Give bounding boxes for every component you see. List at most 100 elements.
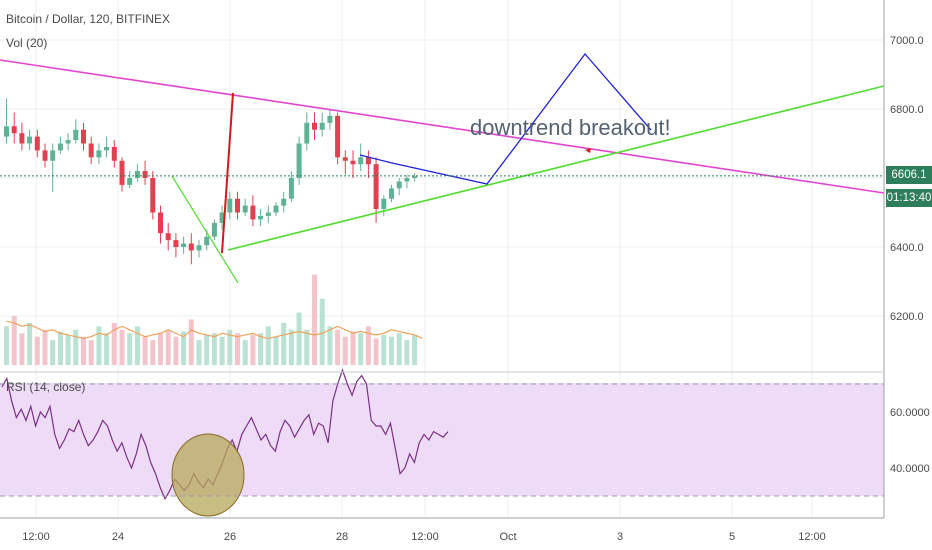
volume-bar	[88, 340, 94, 365]
candle-body	[258, 215, 264, 220]
volume-bar	[150, 340, 156, 365]
candle-body	[312, 122, 317, 130]
time-tick-label: 28	[336, 531, 348, 543]
volume-bar	[265, 326, 271, 365]
volume-bar	[4, 326, 9, 365]
rsi-tick-label: 60.0000	[890, 407, 930, 419]
candle-body	[96, 150, 102, 158]
volume-bar	[211, 333, 217, 365]
price-tick-label: 6200.0	[890, 311, 924, 323]
volume-bar	[404, 340, 410, 365]
candle-body	[319, 122, 325, 130]
time-tick-label: 12:00	[798, 531, 826, 543]
volume-bar	[288, 329, 294, 365]
volume-bar	[312, 274, 317, 365]
candle-body	[273, 205, 279, 213]
candle-body	[142, 171, 148, 178]
candle-body	[250, 205, 256, 220]
volume-bar	[65, 334, 71, 365]
candle-body	[296, 143, 302, 178]
support-trendline	[227, 85, 885, 251]
candle-body	[342, 157, 348, 161]
candle-body	[365, 157, 371, 165]
oversold-highlight-circle	[171, 433, 245, 517]
volume-bar	[281, 322, 287, 365]
volume-bar	[50, 340, 56, 365]
rsi-label: RSI (14, close)	[6, 380, 86, 394]
candle-body	[265, 212, 271, 216]
volume-ma-line	[6, 320, 423, 340]
projection-path	[359, 52, 652, 185]
volume-bar	[181, 331, 187, 365]
candle-body	[111, 146, 117, 161]
volume-bar	[304, 329, 310, 365]
volume-bar	[204, 334, 210, 365]
candle-body	[381, 198, 387, 210]
time-tick-label: 26	[224, 531, 236, 543]
candle-body	[34, 136, 40, 151]
candle-body	[173, 240, 179, 247]
volume-bar	[96, 326, 102, 365]
volume-bar	[19, 333, 25, 365]
spike-line	[221, 92, 234, 254]
time-tick-label: 5	[729, 531, 735, 543]
volume-bar	[81, 336, 86, 365]
volume-bar	[235, 333, 240, 365]
volume-bar	[335, 329, 341, 365]
volume-bar	[327, 326, 333, 365]
candle-body	[288, 178, 294, 199]
price-tick-label: 7000.0	[890, 35, 924, 47]
volume-bar	[258, 333, 264, 365]
volume-bar	[219, 336, 225, 365]
candle-body	[327, 115, 333, 123]
volume-bar	[11, 316, 17, 365]
candle-body	[304, 122, 310, 144]
volume-bar	[396, 333, 402, 365]
candle-body	[412, 176, 418, 178]
volume-bar	[196, 340, 202, 365]
candle-body	[396, 181, 402, 189]
volume-bar	[350, 331, 356, 365]
volume-bar	[134, 326, 140, 365]
candle-body	[150, 178, 156, 213]
candle-body	[4, 126, 9, 137]
volume-bar	[73, 329, 79, 365]
candle-body	[211, 222, 217, 237]
annotation-label: downtrend breakout!	[470, 115, 671, 140]
candle-body	[42, 150, 48, 161]
volume-bar	[173, 336, 179, 365]
candlestick-series	[4, 98, 418, 265]
trend-drawings	[0, 52, 885, 284]
volume-bar	[119, 329, 125, 365]
volume-bar	[342, 336, 348, 365]
volume-bar	[412, 334, 418, 365]
time-tick-label: 3	[617, 531, 623, 543]
candle-body	[188, 243, 194, 251]
volume-bar	[127, 333, 133, 365]
candle-body	[81, 129, 86, 144]
volume-bar	[365, 326, 371, 365]
candle-body	[350, 160, 356, 165]
candle-body	[196, 245, 202, 251]
rsi-tick-label: 40.0000	[890, 463, 930, 475]
volume-bar	[34, 336, 40, 365]
candle-body	[227, 198, 233, 213]
candle-body	[104, 146, 110, 151]
volume-bar	[158, 333, 163, 365]
price-tick-label: 6800.0	[890, 104, 924, 116]
candle-body	[11, 126, 17, 134]
volume-bar	[227, 329, 233, 365]
volume-bar	[57, 331, 63, 365]
candle-body	[88, 143, 94, 158]
candle-body	[50, 150, 56, 161]
candle-body	[181, 243, 187, 247]
candle-body	[242, 205, 248, 213]
candle-body	[127, 178, 133, 185]
price-tick-label: 6400.0	[890, 242, 924, 254]
volume-bar	[319, 298, 325, 365]
time-tick-label: Oct	[499, 531, 516, 543]
breakout-marker	[585, 148, 591, 153]
candle-body	[335, 115, 341, 158]
